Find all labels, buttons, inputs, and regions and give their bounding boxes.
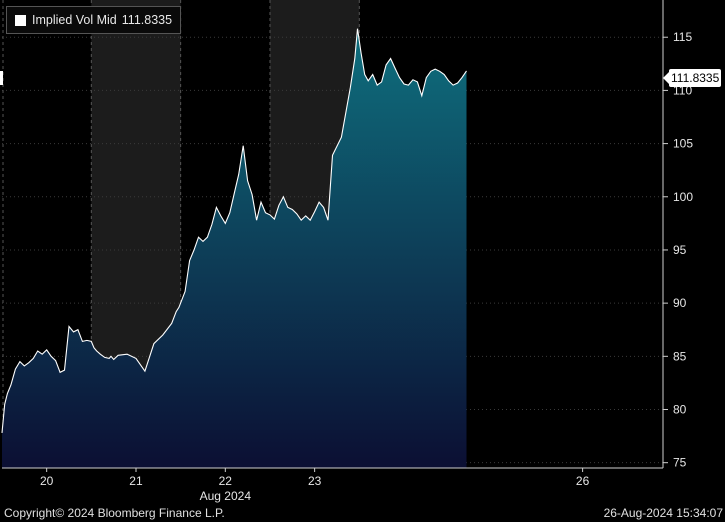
legend-value: 111.8335: [121, 13, 173, 27]
y-tick-label-100: 100: [673, 190, 693, 204]
x-tick-label-22: 22: [219, 474, 233, 488]
y-tick-label-95: 95: [673, 243, 687, 257]
y-tick-label-75: 75: [673, 456, 687, 470]
last-value-box: 111.8335: [662, 69, 722, 87]
x-axis-label: Aug 2024: [200, 489, 252, 503]
x-tick-label-23: 23: [308, 474, 322, 488]
y-tick-label-90: 90: [673, 296, 687, 310]
series-area: [2, 28, 467, 468]
series-line: [1, 28, 467, 433]
legend: Implied Vol Mid 111.8335: [6, 6, 182, 34]
legend-label: Implied Vol Mid: [32, 13, 117, 27]
x-tick-label-26: 26: [576, 474, 590, 488]
y-tick-label-80: 80: [673, 403, 687, 417]
y-tick-label-85: 85: [673, 349, 687, 363]
y-tick-label-105: 105: [673, 137, 693, 151]
timestamp-text: 26-Aug-2024 15:34:07: [603, 506, 723, 520]
left-axis-marker: [0, 71, 3, 85]
copyright-text: Copyright© 2024 Bloomberg Finance L.P.: [4, 506, 225, 520]
y-tick-label-115: 115: [673, 30, 692, 44]
legend-swatch: [15, 14, 26, 26]
x-tick-label-21: 21: [129, 474, 143, 488]
x-tick-label-20: 20: [40, 474, 54, 488]
